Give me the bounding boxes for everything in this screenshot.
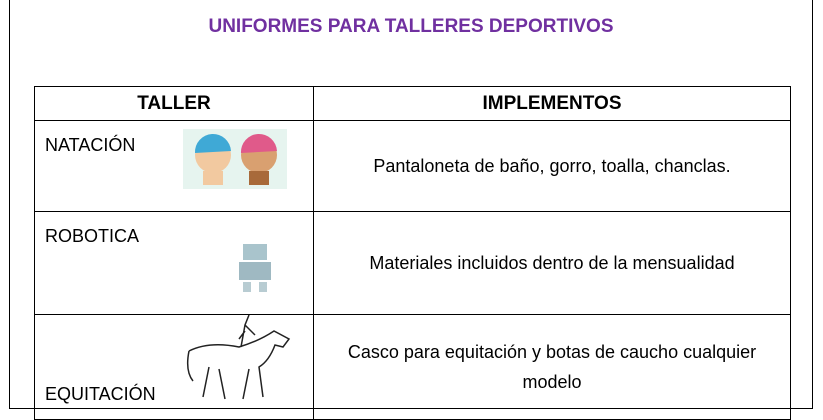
cell-text: ROBOTICA	[45, 226, 140, 246]
cell: Pantaloneta de baño, gorro, toalla, chan…	[313, 120, 791, 212]
cell: ROBOTICA	[34, 211, 314, 315]
horse-icon	[186, 314, 291, 400]
row: ROBOTICA Materiales incluidos dentro de …	[34, 211, 791, 315]
cell-text: EQUITACIÓN	[45, 384, 156, 404]
header-cell: IMPLEMENTOS	[313, 86, 791, 121]
robot-icon	[239, 244, 271, 292]
cell: NATACIÓN	[34, 120, 314, 212]
header-cell: TALLER	[34, 86, 314, 121]
cell: Materiales incluidos dentro de la mensua…	[313, 211, 791, 315]
swimmers-icon	[183, 129, 287, 189]
table: TALLER IMPLEMENTOS NATACIÓN Pantaloneta …	[34, 86, 791, 420]
cell: EQUITACIÓN	[34, 314, 314, 420]
cell: Casco para equitación y botas de caucho …	[313, 314, 791, 420]
title: UNIFORMES PARA TALLERES DEPORTIVOS	[208, 16, 614, 37]
row: NATACIÓN Pantaloneta de baño, gorro, toa…	[34, 120, 791, 212]
page: UNIFORMES PARA TALLERES DEPORTIVOS TALLE…	[9, 0, 813, 420]
row: EQUITACIÓN Casco para equitación y botas…	[34, 314, 791, 420]
cell-text: NATACIÓN	[45, 135, 136, 155]
header-row: TALLER IMPLEMENTOS	[34, 86, 791, 121]
